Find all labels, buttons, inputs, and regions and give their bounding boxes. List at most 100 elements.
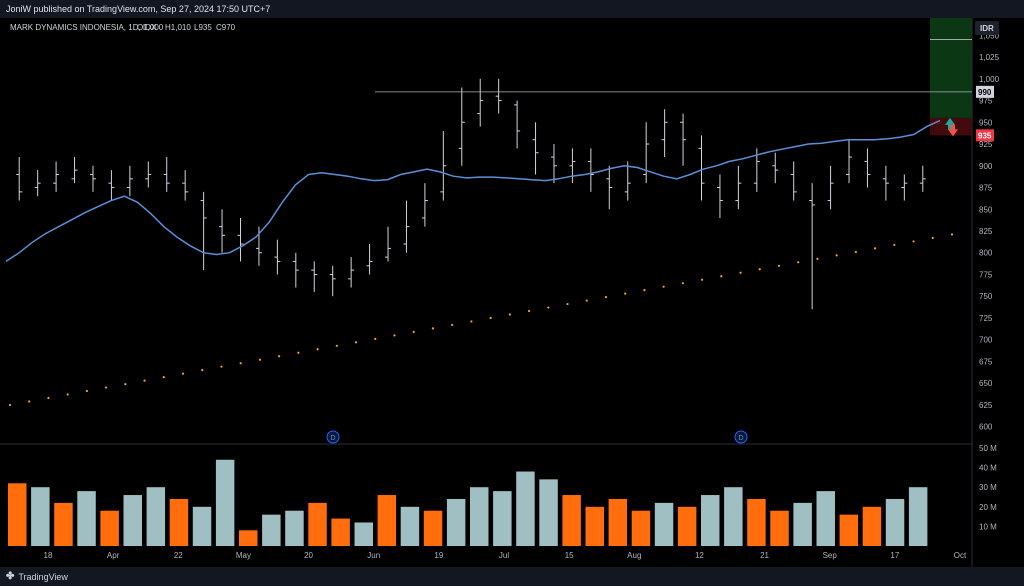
legend-close: C970 [216, 23, 236, 32]
x-tick-label: Oct [954, 551, 967, 560]
y-tick-label: 1,000 [979, 75, 1000, 84]
volume-bar [262, 514, 281, 546]
ma200-dot [412, 330, 415, 333]
y-tick-label: 1,050 [979, 31, 1000, 40]
volume-tick-label: 40 M [979, 464, 997, 473]
ohlc-bar [108, 170, 115, 201]
ohlc-bar [587, 148, 594, 192]
volume-bar [885, 498, 905, 546]
volume-bar [169, 498, 189, 546]
ohlc-bar [53, 161, 60, 192]
ohlc-bar [292, 252, 299, 288]
ma200-dot [662, 285, 665, 288]
ma200-dot [585, 299, 588, 302]
ohlc-bar [163, 157, 170, 192]
ma200-dot [508, 313, 511, 316]
ohlc-bar [477, 78, 484, 127]
volume-bar [400, 506, 420, 546]
ma200-dot [374, 337, 377, 340]
ma200-dot [604, 296, 608, 299]
x-tick-label: Jun [367, 551, 380, 560]
ma200-dot [220, 365, 223, 368]
y-tick-label: 1,025 [979, 53, 1000, 62]
stop-price-badge [976, 129, 994, 142]
ohlc-bar [34, 170, 41, 197]
ma200-dot [624, 292, 627, 295]
ma200-dot [739, 271, 742, 274]
ohlc-bar [126, 165, 133, 197]
ohlc-bar [366, 244, 373, 275]
volume-bar [31, 487, 50, 546]
ohlc-bar [569, 148, 576, 184]
ma200-dot [393, 334, 396, 337]
y-tick-label: 850 [979, 205, 993, 214]
ma200-dot [797, 261, 800, 264]
volume-bar [585, 506, 604, 546]
ma200-dot [335, 344, 338, 347]
x-tick-label: Jul [499, 551, 509, 560]
ma200-dot [912, 240, 915, 243]
ma200-dot [354, 341, 358, 344]
volume-bar [701, 495, 720, 546]
dividend-marker[interactable]: D [326, 430, 340, 444]
ohlc-bar [809, 183, 816, 310]
volume-bar [908, 487, 928, 546]
y-tick-label: 900 [979, 162, 993, 171]
ohlc-bar [846, 139, 853, 184]
legend-high: H1,010 [165, 23, 191, 32]
volume-bar [539, 479, 558, 546]
ohlc-bar [864, 148, 871, 188]
ohlc-bar [219, 209, 226, 253]
ohlc-bar [827, 165, 834, 210]
ohlc-bar [698, 135, 705, 201]
ohlc-bar [495, 78, 502, 114]
volume-bar [423, 510, 443, 546]
ma200-dot [431, 327, 435, 330]
ohlc-bar [550, 144, 557, 184]
ohlc-bar [919, 165, 926, 192]
stop-price-label: 935 [978, 131, 992, 140]
volume-bar [308, 502, 327, 546]
volume-bar [377, 495, 397, 546]
ohlc-bar [661, 109, 668, 158]
ohlc-bar [385, 226, 392, 262]
ma200-dot [85, 389, 88, 393]
price-chart[interactable]: 990 935 1,050 1,025 1,000 975 950 925 900 875 850… [0, 18, 1024, 567]
x-tick-label: Aug [627, 551, 641, 560]
ma200-dot [835, 254, 838, 257]
volume-bar [8, 483, 27, 546]
ma200-dot [181, 372, 185, 375]
volume-tick-label: 10 M [979, 522, 997, 531]
ma200-dot [105, 386, 108, 389]
volume-bar [747, 498, 766, 546]
volume-bar [470, 487, 489, 546]
ma200-dot [777, 264, 781, 267]
x-tick-label: 12 [695, 551, 704, 560]
ma200-dot [700, 278, 704, 281]
tradingview-logo-icon: ✤ [6, 571, 15, 582]
x-tick-label: Apr [107, 551, 120, 560]
ma200-dot [547, 306, 550, 309]
x-tick-label: 15 [565, 551, 574, 560]
ohlc-bar [458, 87, 465, 166]
brand[interactable]: ✤ TradingView [6, 571, 68, 582]
publish-line: JoniW published on TradingView.com, Sep … [6, 4, 271, 14]
volume-bar [331, 518, 350, 546]
dividend-marker[interactable]: D [734, 430, 748, 444]
volume-bar [724, 487, 743, 546]
dividend-marker-circle [326, 430, 340, 444]
ma200-dot [124, 382, 127, 386]
volume-bar [354, 522, 373, 546]
ohlc-bar [329, 265, 336, 297]
ohlc-bar [348, 257, 355, 288]
y-tick-label: 775 [979, 270, 993, 279]
resistance-price-badge [976, 85, 994, 98]
y-tick-label: 675 [979, 357, 993, 366]
volume-bar [793, 502, 812, 546]
y-tick-label: 800 [979, 249, 993, 258]
y-tick-label: 875 [979, 184, 993, 193]
publish-bar: JoniW published on TradingView.com, Sep … [0, 0, 1024, 18]
currency-badge[interactable] [975, 21, 999, 35]
volume-bar [446, 498, 466, 546]
ohlc-bar [624, 161, 631, 201]
